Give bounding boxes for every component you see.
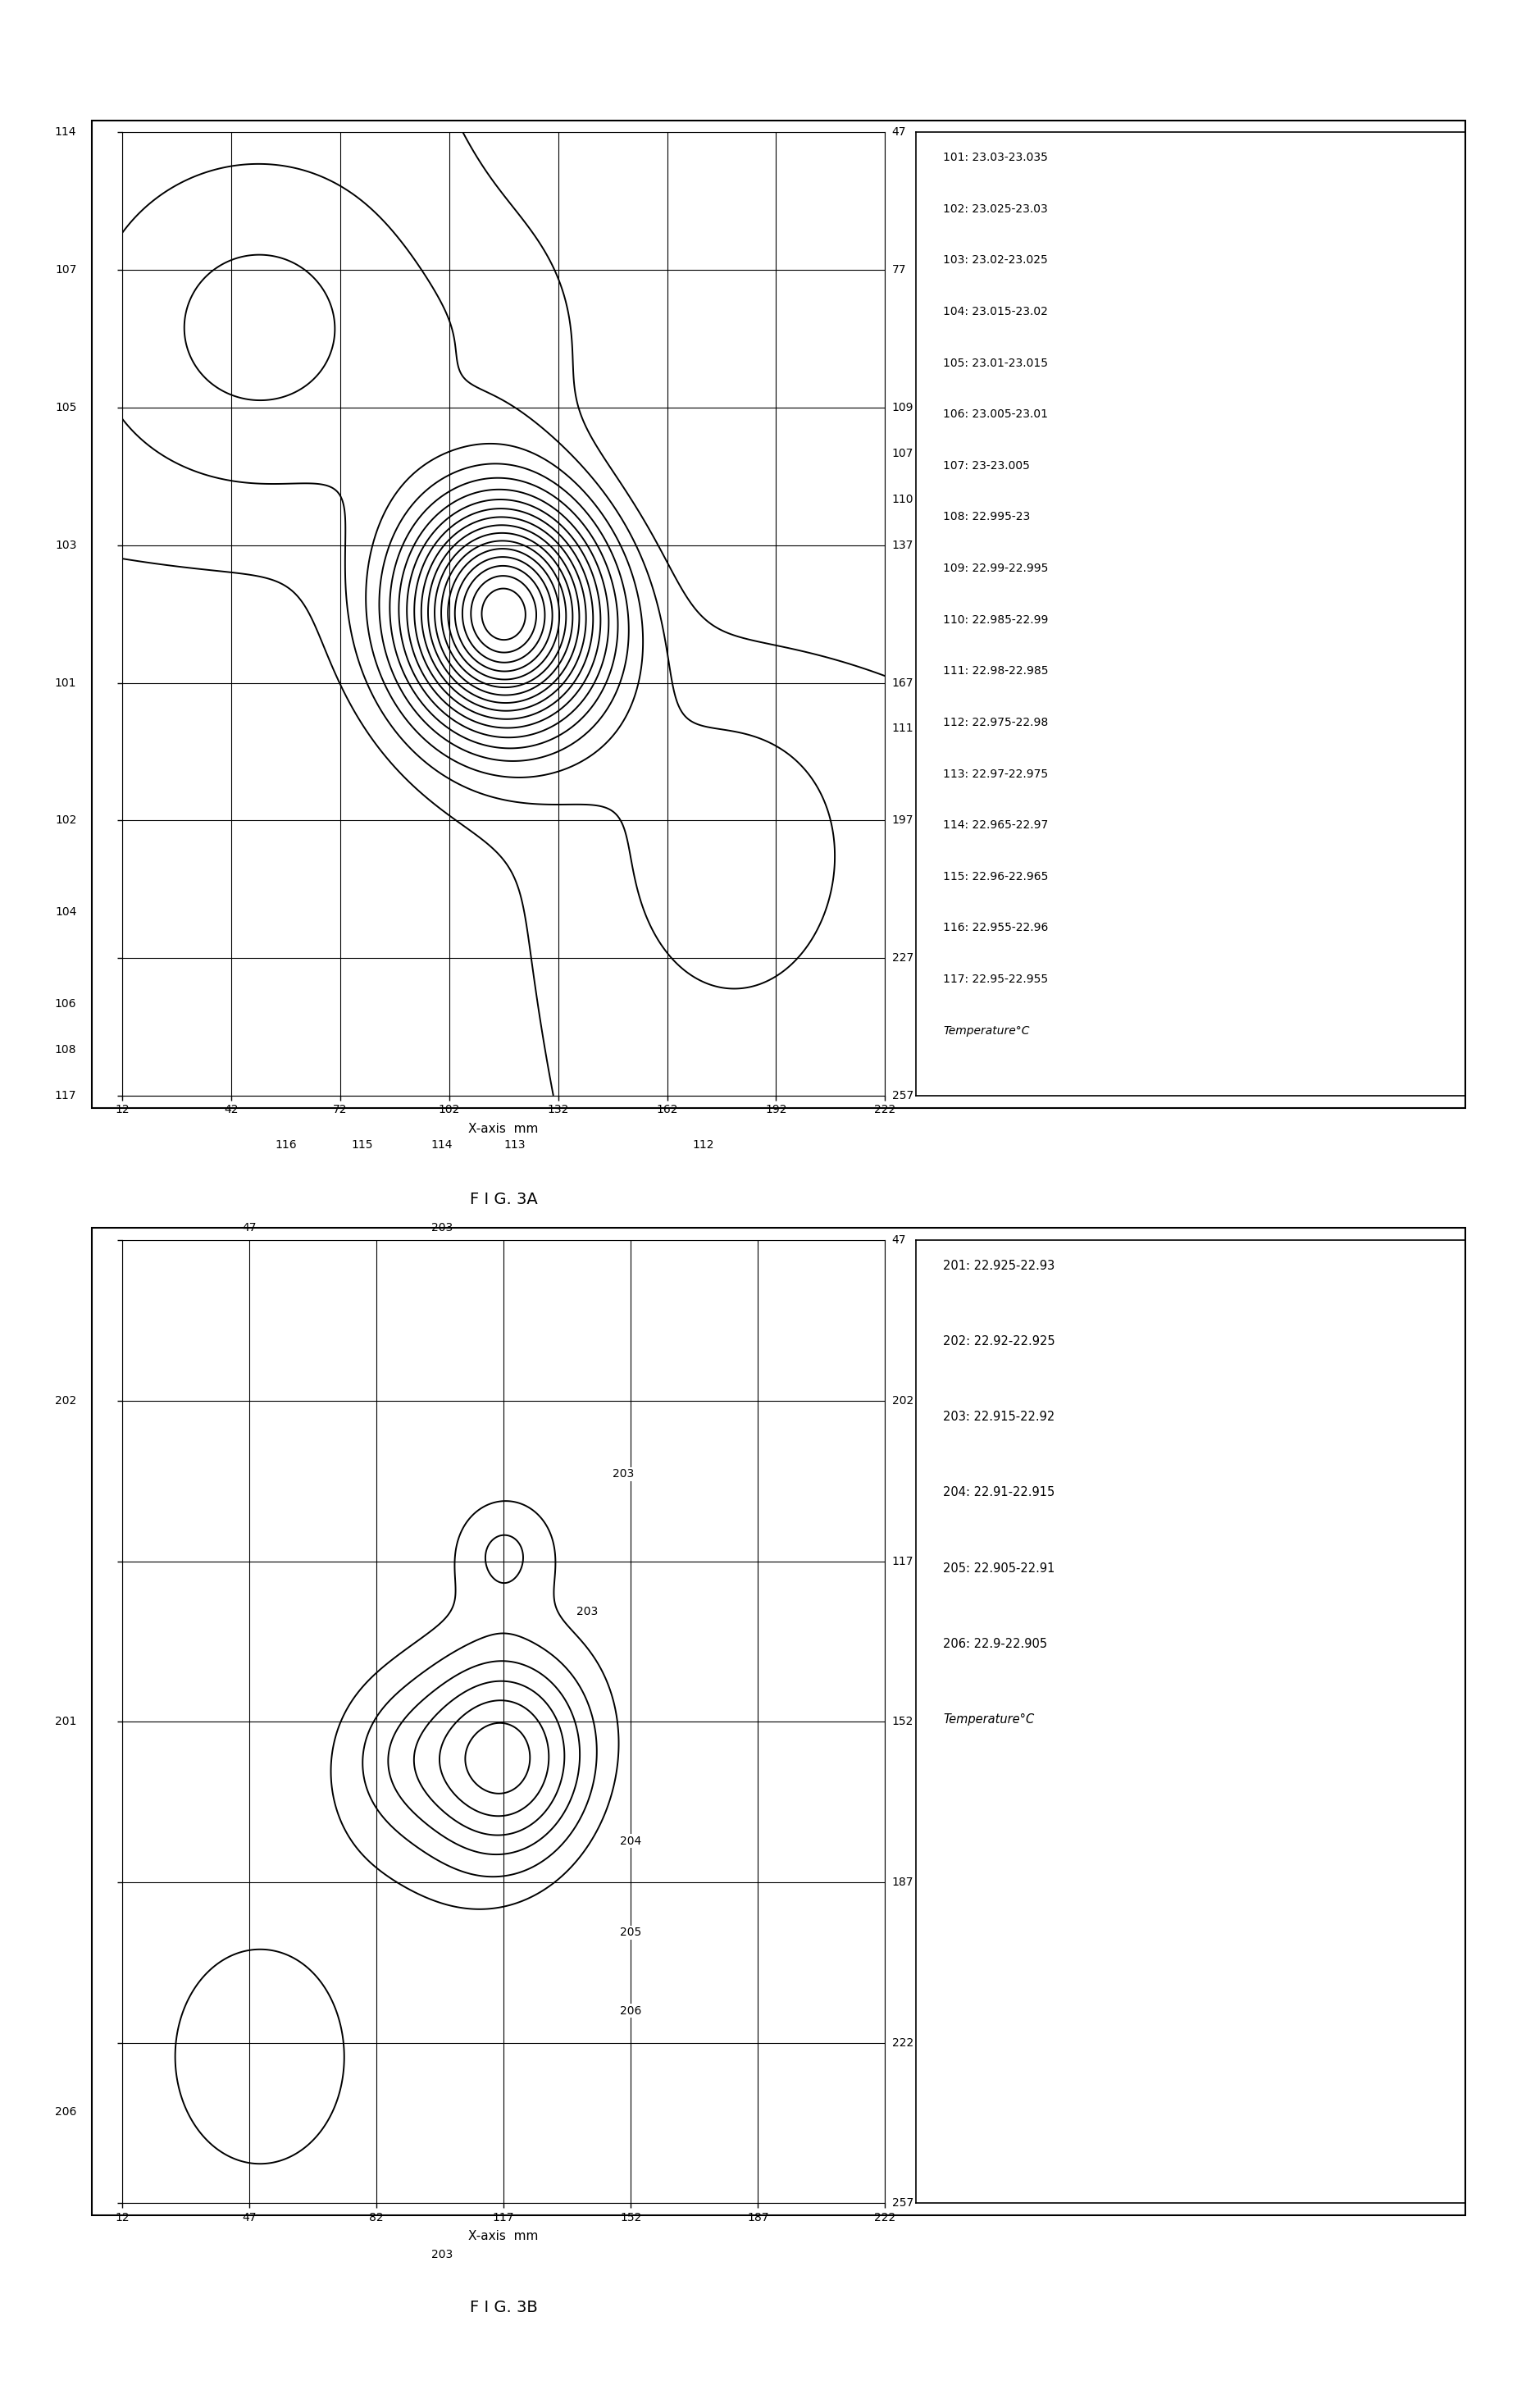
Text: 113: 22.97-22.975: 113: 22.97-22.975 — [943, 768, 1048, 780]
Text: 202: 202 — [55, 1394, 76, 1406]
Text: 114: 114 — [430, 1139, 453, 1151]
Text: 152: 152 — [891, 1717, 914, 1727]
X-axis label: X-axis  mm: X-axis mm — [468, 1122, 539, 1134]
Text: 110: 110 — [891, 494, 914, 506]
Text: 104: 23.015-23.02: 104: 23.015-23.02 — [943, 306, 1048, 318]
Text: Temperature°C: Temperature°C — [943, 1026, 1030, 1035]
Text: Y-axis  mm: Y-axis mm — [955, 580, 967, 648]
Text: 203: 203 — [430, 1221, 453, 1233]
Text: 102: 102 — [55, 814, 76, 826]
Text: Y-axis  mm: Y-axis mm — [955, 1736, 967, 1804]
Text: 205: 205 — [620, 1926, 641, 1938]
Text: 204: 204 — [620, 1835, 641, 1847]
Text: 204: 22.91-22.915: 204: 22.91-22.915 — [943, 1486, 1054, 1498]
Text: 187: 187 — [891, 1876, 914, 1888]
Text: 116: 22.955-22.96: 116: 22.955-22.96 — [943, 922, 1048, 934]
Text: 203: 203 — [577, 1606, 598, 1618]
Text: 114: 114 — [55, 128, 76, 137]
Text: 117: 22.95-22.955: 117: 22.95-22.955 — [943, 973, 1048, 985]
Text: 106: 106 — [55, 999, 76, 1009]
Text: 108: 22.995-23: 108: 22.995-23 — [943, 510, 1030, 523]
Text: 206: 22.9-22.905: 206: 22.9-22.905 — [943, 1637, 1047, 1649]
Text: 117: 117 — [55, 1091, 76, 1100]
Text: 205: 22.905-22.91: 205: 22.905-22.91 — [943, 1563, 1054, 1575]
Text: 206: 206 — [55, 2107, 76, 2117]
Text: 257: 257 — [891, 1091, 914, 1100]
Text: 202: 202 — [891, 1394, 914, 1406]
Text: 203: 22.915-22.92: 203: 22.915-22.92 — [943, 1411, 1054, 1423]
Text: 105: 23.01-23.015: 105: 23.01-23.015 — [943, 356, 1048, 368]
Text: 109: 109 — [891, 402, 914, 414]
Text: 107: 107 — [55, 265, 76, 277]
Text: 77: 77 — [891, 265, 906, 277]
Text: 47: 47 — [243, 1221, 256, 1233]
Text: 105: 105 — [55, 402, 76, 414]
Text: 203: 203 — [430, 2249, 453, 2261]
Text: Temperature°C: Temperature°C — [943, 1714, 1035, 1727]
Text: 103: 103 — [55, 539, 76, 551]
Text: 101: 101 — [55, 677, 76, 689]
Text: 115: 22.96-22.965: 115: 22.96-22.965 — [943, 872, 1048, 881]
Text: 167: 167 — [891, 677, 914, 689]
Text: 206: 206 — [620, 2006, 641, 2015]
Text: 110: 22.985-22.99: 110: 22.985-22.99 — [943, 614, 1048, 626]
Text: 203: 203 — [613, 1469, 635, 1481]
Text: 115: 115 — [351, 1139, 372, 1151]
Text: 112: 112 — [693, 1139, 714, 1151]
Text: 222: 222 — [891, 2037, 914, 2049]
Text: F I G. 3A: F I G. 3A — [470, 1192, 537, 1206]
Text: 117: 117 — [891, 1556, 914, 1568]
Text: 47: 47 — [891, 1235, 906, 1245]
Text: 47: 47 — [891, 128, 906, 137]
Text: 111: 111 — [891, 722, 914, 734]
Text: 103: 23.02-23.025: 103: 23.02-23.025 — [943, 255, 1048, 265]
Text: 116: 116 — [275, 1139, 296, 1151]
Text: 109: 22.99-22.995: 109: 22.99-22.995 — [943, 563, 1048, 573]
Text: 201: 201 — [55, 1717, 76, 1727]
Text: 113: 113 — [504, 1139, 525, 1151]
Text: 106: 23.005-23.01: 106: 23.005-23.01 — [943, 409, 1048, 419]
Text: 114: 22.965-22.97: 114: 22.965-22.97 — [943, 819, 1048, 831]
Text: 104: 104 — [55, 905, 76, 917]
Text: 202: 22.92-22.925: 202: 22.92-22.925 — [943, 1334, 1054, 1348]
Text: F I G. 3B: F I G. 3B — [470, 2300, 537, 2314]
Text: 102: 23.025-23.03: 102: 23.025-23.03 — [943, 202, 1048, 214]
Text: 227: 227 — [891, 951, 914, 963]
Text: 197: 197 — [891, 814, 914, 826]
X-axis label: X-axis  mm: X-axis mm — [468, 2230, 539, 2242]
Text: 201: 22.925-22.93: 201: 22.925-22.93 — [943, 1259, 1054, 1271]
Text: 101: 23.03-23.035: 101: 23.03-23.035 — [943, 152, 1048, 164]
Text: 257: 257 — [891, 2199, 914, 2208]
Text: 107: 107 — [891, 448, 914, 460]
Text: 107: 23-23.005: 107: 23-23.005 — [943, 460, 1030, 472]
Text: 112: 22.975-22.98: 112: 22.975-22.98 — [943, 718, 1048, 727]
Text: 137: 137 — [891, 539, 914, 551]
Text: 108: 108 — [55, 1045, 76, 1055]
Text: 111: 22.98-22.985: 111: 22.98-22.985 — [943, 665, 1048, 677]
